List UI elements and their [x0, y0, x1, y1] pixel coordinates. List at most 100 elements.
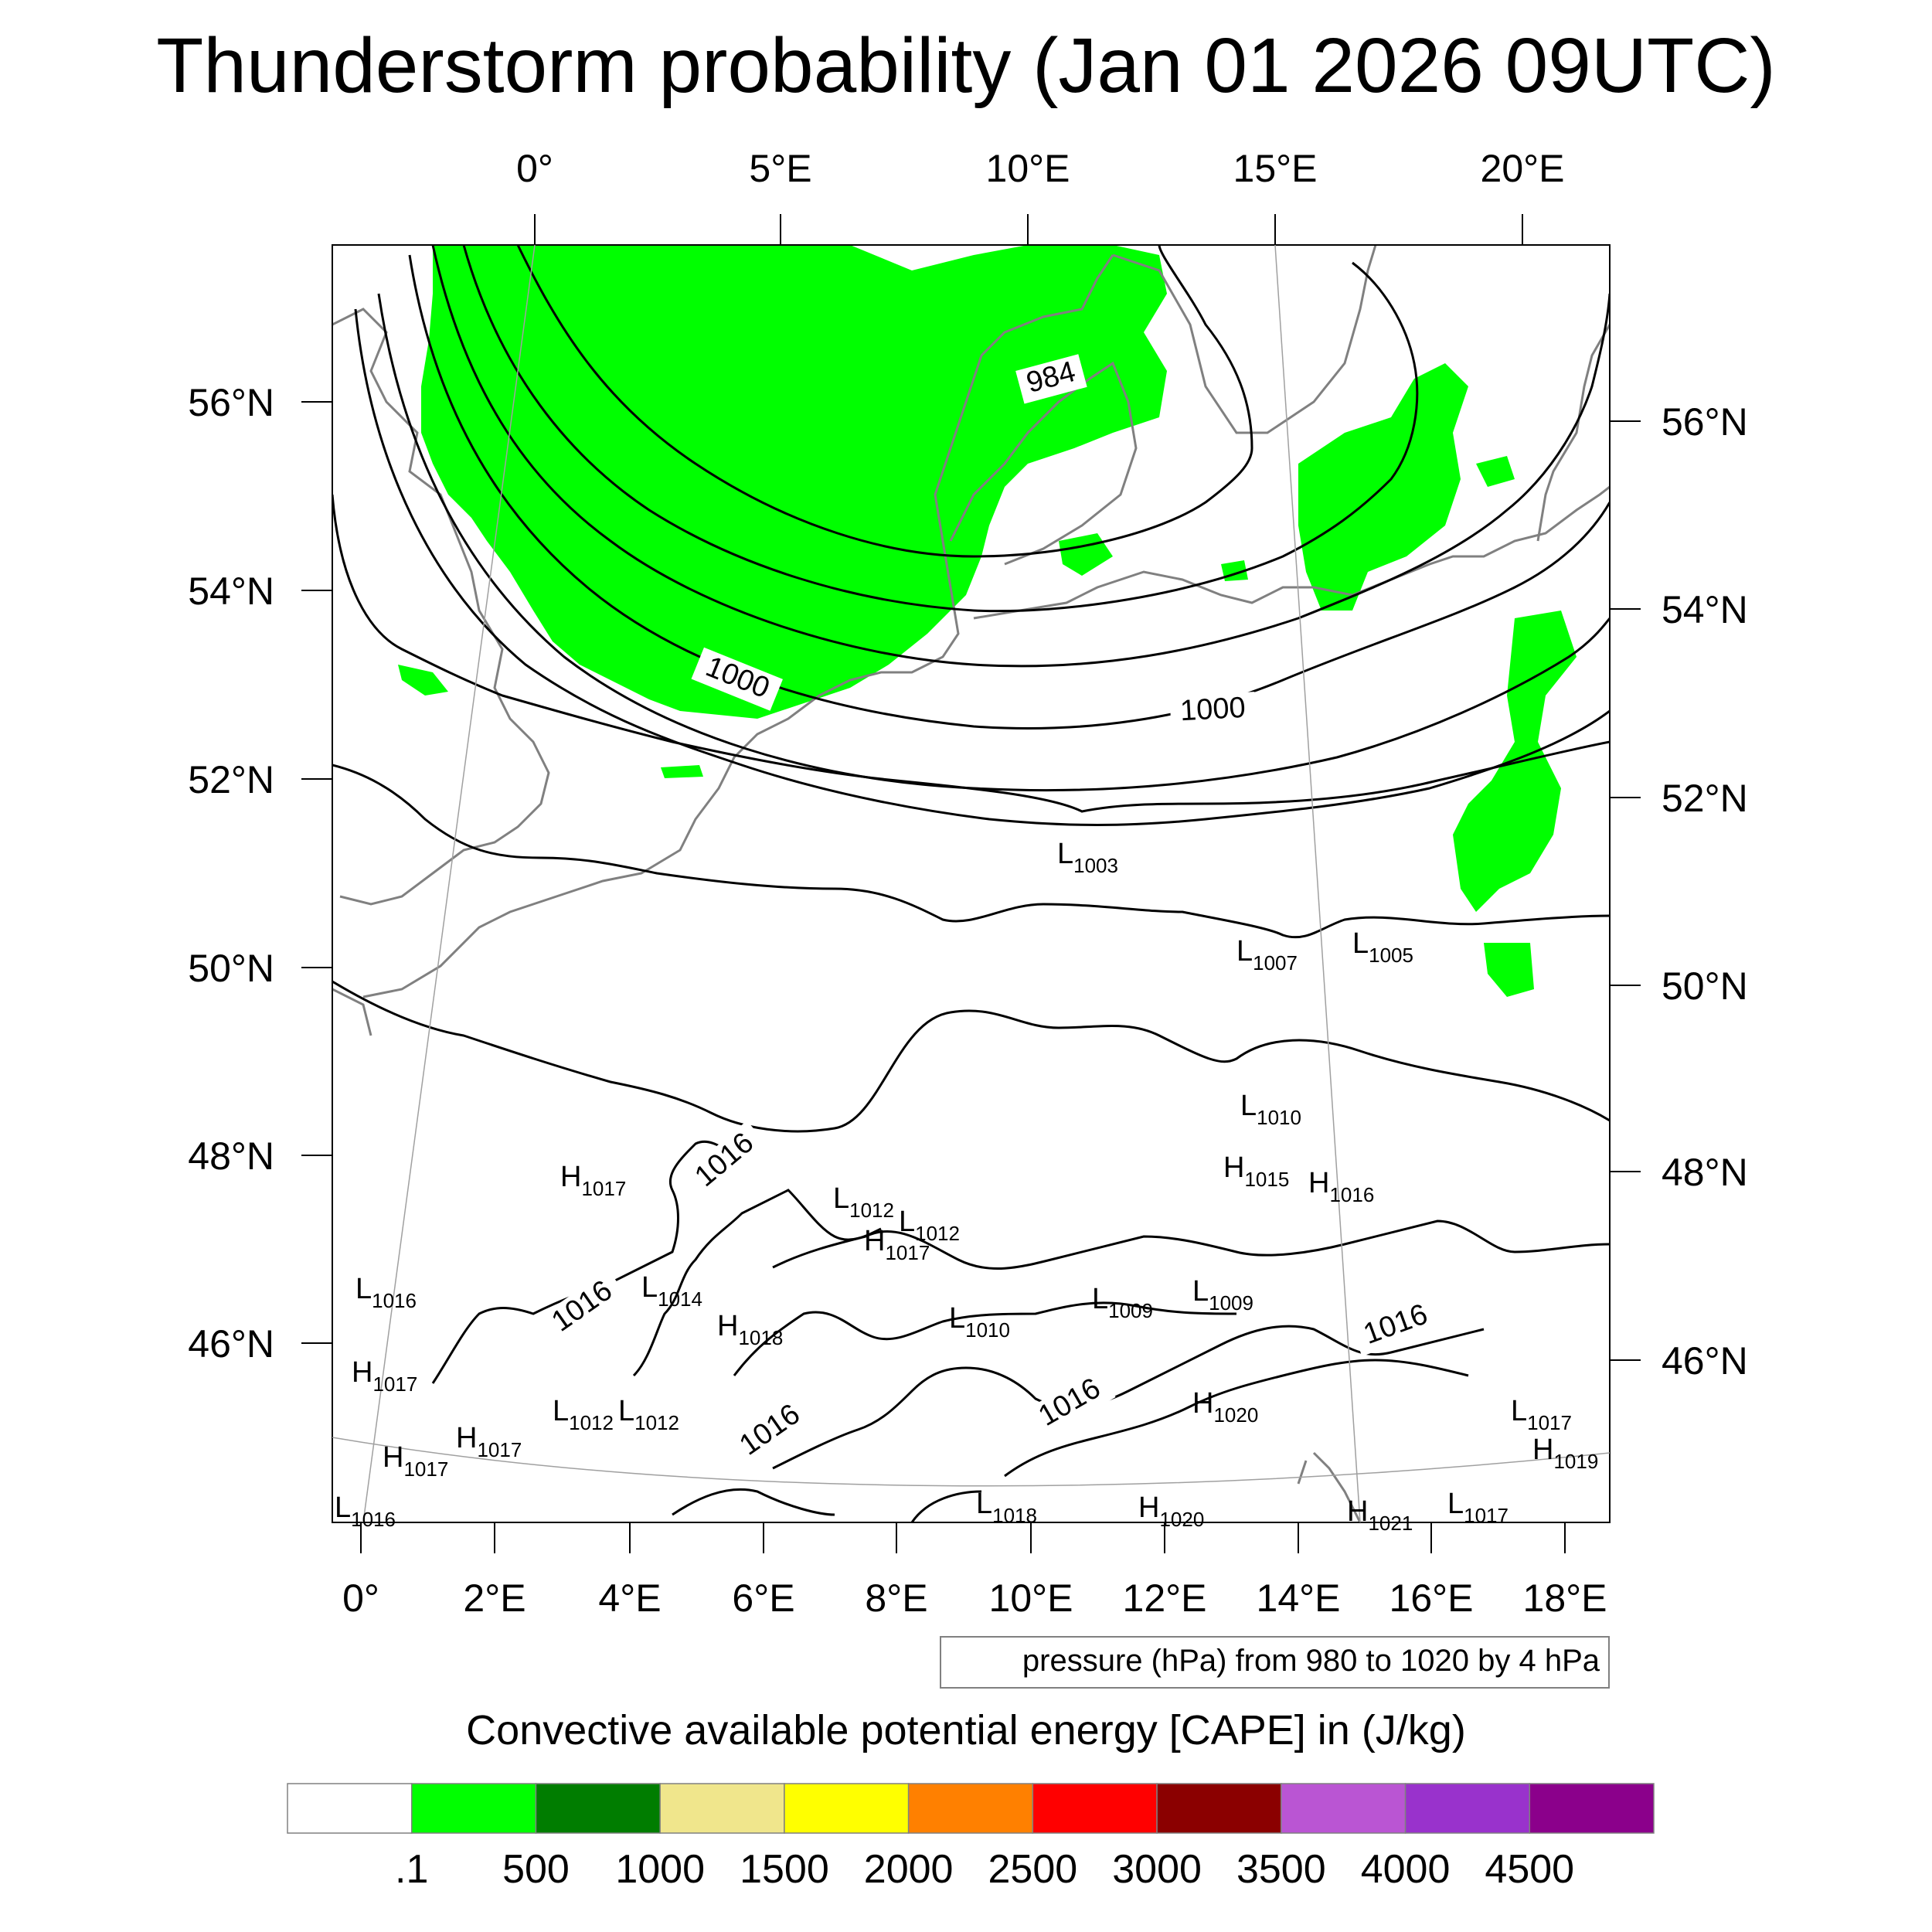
lat-label: 48°N	[188, 1134, 274, 1178]
pressure-center: L1003	[1057, 838, 1118, 877]
isobar	[462, 245, 1419, 613]
isobar-layer	[332, 245, 1610, 1522]
bottom-lon-labels: 0° 2°E 4°E 6°E 8°E 10°E 12°E 14°E 16°E 1…	[342, 1577, 1607, 1620]
lon-label: 12°E	[1123, 1577, 1207, 1620]
colorbar-label: 2500	[988, 1847, 1078, 1892]
pressure-center: H1017	[864, 1225, 930, 1264]
graticule	[332, 245, 1610, 1522]
lat-label: 54°N	[188, 570, 274, 613]
coastline-denmark	[949, 361, 1138, 566]
coastline-france-west	[332, 988, 372, 1036]
lon-label: 20°E	[1481, 147, 1565, 190]
pressure-center: H1017	[456, 1422, 522, 1461]
lon-label: 18°E	[1523, 1577, 1607, 1620]
pressure-center: H1020	[1192, 1387, 1258, 1427]
chart-title: Thunderstorm probability (Jan 01 2026 09…	[156, 22, 1776, 109]
lon-label: 0°	[342, 1577, 379, 1620]
coastline-sweden	[1112, 245, 1377, 434]
colorbar-swatch	[1404, 1783, 1531, 1834]
colorbar-labels: .1 500 1000 1500 2000 2500 3000 3500 4000 4500	[395, 1847, 1574, 1892]
lon-label: 6°E	[732, 1577, 794, 1620]
lon-label: 14°E	[1257, 1577, 1341, 1620]
lat-label: 52°N	[1662, 777, 1748, 820]
pressure-center: L1010	[1240, 1090, 1301, 1129]
pressure-note-box	[940, 1636, 1610, 1689]
pressure-center: L1012	[833, 1182, 894, 1222]
pressure-center: L1010	[949, 1302, 1010, 1342]
pressure-center: L1017	[1511, 1395, 1572, 1434]
colorbar-swatch	[535, 1783, 661, 1834]
coastline-baltic-east	[1536, 324, 1610, 542]
lat-label: 54°N	[1662, 588, 1748, 631]
colorbar	[287, 1783, 1655, 1834]
lon-label: 10°E	[986, 147, 1070, 190]
coastline-continent	[362, 254, 1114, 998]
meridian-15e	[1274, 245, 1361, 1522]
top-lon-labels: 0° 5°E 10°E 15°E 20°E	[516, 147, 1564, 190]
colorbar-swatch	[1281, 1783, 1406, 1834]
coastline-layer	[332, 245, 1610, 1522]
lat-label: 46°N	[1662, 1339, 1748, 1383]
lon-label: 16°E	[1389, 1577, 1474, 1620]
colorbar-label: 3500	[1236, 1847, 1326, 1892]
pressure-center: H1017	[383, 1441, 448, 1481]
colorbar-swatch	[659, 1783, 785, 1834]
isobar	[733, 1301, 1237, 1376]
axis-ticks	[301, 214, 1641, 1553]
lon-label: 15°E	[1233, 147, 1318, 190]
colorbar-swatch	[907, 1783, 1034, 1834]
lon-label: 8°E	[865, 1577, 927, 1620]
cape-fill-layer	[398, 245, 1577, 997]
pressure-note: pressure (hPa) from 980 to 1020 by 4 hPa	[1022, 1644, 1600, 1678]
colorbar-swatch	[410, 1783, 537, 1834]
pressure-center: L1014	[641, 1271, 702, 1311]
right-lat-labels: 56°N 54°N 52°N 50°N 48°N 46°N	[1662, 400, 1748, 1383]
colorbar-label: .1	[395, 1847, 428, 1892]
lat-label: 48°N	[1662, 1151, 1748, 1194]
cape-region-small-4	[1059, 533, 1113, 576]
colorbar-label: 1500	[740, 1847, 829, 1892]
pressure-center: H1020	[1138, 1492, 1204, 1531]
pressure-center: L1009	[1092, 1283, 1153, 1322]
pressure-center: H1017	[560, 1161, 626, 1200]
cape-region-small-2	[661, 765, 703, 778]
pressure-center: H1019	[1532, 1434, 1598, 1473]
colorbar-label: 3000	[1112, 1847, 1202, 1892]
pressure-center: L1009	[1192, 1275, 1253, 1315]
coastline-britain	[332, 308, 550, 906]
colorbar-swatch	[1156, 1783, 1282, 1834]
isobar	[431, 245, 1610, 668]
lat-label: 50°N	[1662, 964, 1748, 1008]
colorbar-title: Convective available potential energy [C…	[466, 1707, 1466, 1753]
pressure-center: L1016	[355, 1273, 417, 1312]
isobar	[632, 1189, 882, 1377]
map-frame	[332, 244, 1611, 1523]
colorbar-swatch	[784, 1783, 910, 1834]
isobar	[672, 1488, 982, 1522]
colorbar-swatch	[287, 1783, 413, 1834]
lon-label: 0°	[516, 147, 553, 190]
isobar	[408, 254, 1610, 730]
lat-label: 46°N	[188, 1322, 274, 1366]
left-lat-labels: 56°N 54°N 52°N 50°N 48°N 46°N	[188, 381, 274, 1366]
lat-label: 52°N	[188, 758, 274, 801]
isobar	[431, 1140, 743, 1384]
pressure-center: L1012	[553, 1395, 614, 1434]
pressure-center: H1018	[717, 1310, 783, 1349]
isobar	[1004, 1359, 1469, 1478]
colorbar-label: 2000	[864, 1847, 954, 1892]
lat-label: 50°N	[188, 947, 274, 990]
meridian-0	[362, 245, 536, 1522]
pressure-center: H1017	[352, 1356, 417, 1396]
isobar	[516, 245, 1253, 558]
pressure-center: H1016	[1308, 1167, 1374, 1206]
pressure-center: H1015	[1223, 1151, 1289, 1191]
lon-label: 5°E	[749, 147, 811, 190]
pressure-center: L1012	[618, 1395, 679, 1434]
colorbar-label: 500	[502, 1847, 570, 1892]
contour-label: 1000	[1179, 692, 1247, 727]
coastline-baltic-south	[973, 485, 1610, 620]
pressure-center: L1007	[1236, 935, 1298, 975]
pressure-center: H1021	[1347, 1495, 1413, 1535]
pressure-center: L1005	[1352, 927, 1413, 967]
